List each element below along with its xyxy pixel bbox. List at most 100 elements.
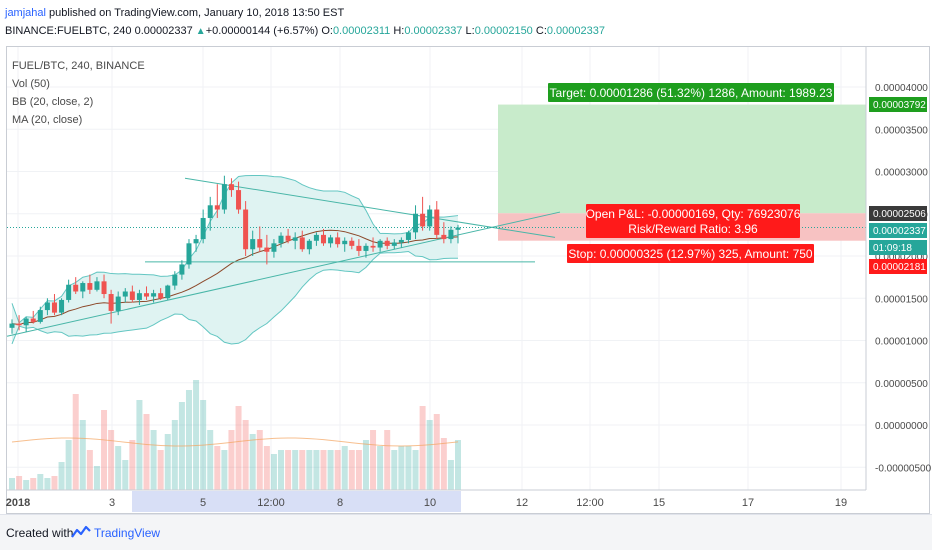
volume-bar — [171, 420, 178, 490]
candle-body — [236, 190, 242, 210]
author-link[interactable]: jamjahal — [5, 7, 46, 19]
candle-body — [356, 245, 362, 251]
time-tick-label: 2018 — [6, 497, 30, 509]
volume-bar — [214, 446, 221, 490]
candle-body — [391, 242, 397, 246]
pnl-label: Open P&L: -0.00000169, Qty: 76923076 — [586, 207, 801, 221]
low-label: L: — [465, 25, 475, 37]
candle-body — [101, 281, 107, 295]
candle-body — [151, 293, 157, 297]
candle-body — [434, 209, 440, 235]
volume-bar — [440, 438, 447, 490]
bollinger-bands — [11, 174, 459, 345]
candles — [9, 175, 461, 334]
volume-bar — [157, 450, 164, 490]
time-tick-label: 12 — [516, 497, 528, 509]
time-tick-label: 8 — [337, 497, 343, 509]
position-labels: Target: 0.00001286 (51.32%) 1286, Amount… — [548, 83, 834, 263]
candle-body — [59, 299, 65, 313]
candle-body — [66, 284, 72, 300]
candle-body — [122, 291, 128, 297]
price-axis[interactable]: 0.000040000.000035000.000030000.00002500… — [865, 47, 932, 490]
volume-bar — [433, 414, 440, 490]
volume-bar — [285, 450, 292, 490]
indicator-legend: FUEL/BTC, 240, BINANCE Vol (50) BB (20, … — [12, 57, 145, 129]
price-tick-label: 0.00003000 — [875, 168, 928, 179]
volume-bar — [334, 450, 341, 490]
volume-bar — [9, 478, 15, 490]
volume-bar — [370, 430, 377, 490]
candle-body — [370, 245, 376, 248]
volume-bar — [79, 420, 86, 490]
candle-body — [214, 205, 220, 210]
volume-bar — [270, 454, 277, 490]
time-tick-label: 12:00 — [576, 497, 604, 509]
volume-bar — [58, 462, 65, 490]
price-tick-label: 0.00003500 — [875, 125, 928, 136]
time-tick-label: 17 — [742, 497, 754, 509]
publish-line: jamjahal published on TradingView.com, J… — [5, 7, 344, 19]
volume-bar — [412, 450, 419, 490]
risk-reward-label: Risk/Reward Ratio: 3.96 — [628, 222, 758, 236]
tradingview-link[interactable]: TradingView — [94, 526, 161, 540]
volume-bar — [228, 430, 235, 490]
price-tick-label: 0.00000500 — [875, 379, 928, 390]
volume-bar — [207, 430, 214, 490]
price-tick-label: 0.00004000 — [875, 83, 928, 94]
candle-body — [44, 302, 50, 311]
price-tag-timer: 01:09:18 — [873, 243, 912, 254]
candle-body — [398, 239, 404, 243]
volume-bar — [341, 446, 348, 490]
candle-body — [51, 302, 57, 313]
volume-bar — [164, 434, 171, 490]
volume-bar — [235, 406, 242, 490]
target-label-box — [548, 83, 834, 102]
candle-body — [243, 209, 249, 250]
volume-bar — [30, 478, 37, 490]
low-value: 0.00002150 — [474, 25, 533, 37]
candle-body — [271, 243, 277, 252]
volume-ma-line — [11, 437, 459, 447]
chart-frame[interactable] — [6, 46, 930, 514]
volume-bar — [23, 480, 30, 490]
candle-body — [285, 235, 291, 241]
candle-body — [420, 213, 426, 227]
volume-bar — [384, 430, 391, 490]
open-value: 0.00002311 — [332, 25, 391, 37]
candle-body — [80, 283, 86, 292]
price-tag-box — [869, 259, 927, 274]
volume-bar — [51, 476, 58, 490]
candle-body — [193, 239, 199, 244]
volume-bar — [327, 450, 334, 490]
price-tick-label: -0.00000500 — [875, 463, 932, 474]
candle-body — [221, 184, 227, 210]
volume-bar — [150, 430, 157, 490]
created-with-text: Created with — [6, 526, 74, 540]
volume-bar — [299, 450, 306, 490]
candle-body — [158, 293, 164, 299]
candle-body — [349, 240, 355, 246]
time-tick-label: 10 — [424, 497, 436, 509]
volume-bar — [263, 446, 270, 490]
candle-body — [136, 293, 142, 300]
volume-bar — [313, 450, 320, 490]
symbol-line: BINANCE:FUELBTC, 240 0.00002337 ▲+0.0000… — [5, 25, 605, 37]
candle-body — [427, 209, 433, 227]
time-axis[interactable]: 2018 3 5 12:00 8 10 12 12:00 15 17 19 — [6, 489, 866, 512]
candle-body — [384, 240, 390, 246]
candle-body — [16, 323, 22, 326]
candle-body — [37, 310, 43, 322]
volume-bar — [455, 440, 461, 490]
volume-bar — [355, 450, 362, 490]
chart-header: jamjahal published on TradingView.com, J… — [0, 0, 932, 44]
volume-bar — [292, 450, 299, 490]
legend-moving-average[interactable]: MA (20, close) — [12, 114, 83, 126]
legend-bollinger[interactable]: BB (20, close, 2) — [12, 96, 94, 108]
bb-fill-area — [12, 175, 458, 345]
price-tag-last: 0.00002337 — [873, 226, 926, 237]
candle-body — [363, 245, 369, 251]
price-tag-stop: 0.00002181 — [873, 262, 926, 273]
volume-bar — [362, 440, 369, 490]
legend-volume[interactable]: Vol (50) — [12, 78, 50, 90]
